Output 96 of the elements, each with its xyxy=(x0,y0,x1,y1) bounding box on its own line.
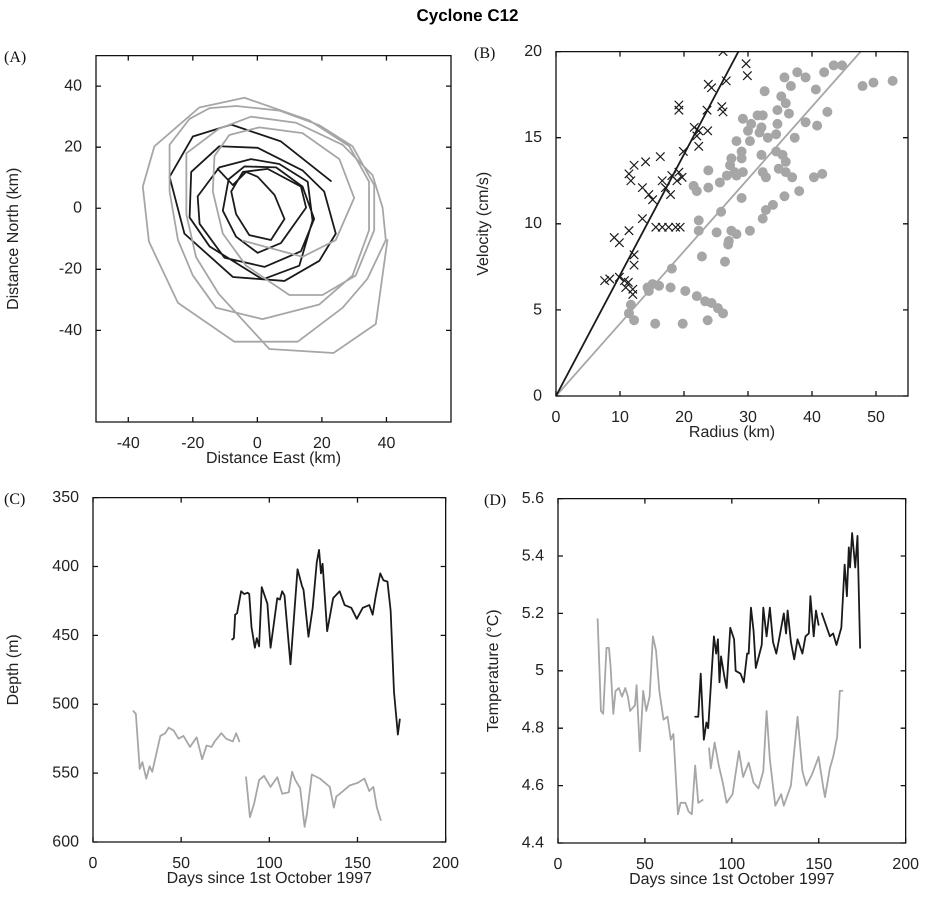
y-tick-label: 5.2 xyxy=(522,604,544,622)
y-tick-label: -20 xyxy=(58,260,82,278)
y-tick-label: 0 xyxy=(73,200,82,217)
point xyxy=(623,278,634,288)
point xyxy=(638,182,648,192)
x-tick-label: 20 xyxy=(313,435,331,452)
x-axis-title: Days since 1st October 1997 xyxy=(629,870,835,888)
point xyxy=(706,82,716,93)
y-axis-title: Distance North (km) xyxy=(5,168,22,310)
y-tick-label: 20 xyxy=(524,43,542,60)
x-axis-title: Radius (km) xyxy=(688,424,776,441)
point xyxy=(660,182,670,192)
point xyxy=(742,70,752,81)
y-axis-title: Temperature (°C) xyxy=(485,609,502,732)
x-tick-label: -40 xyxy=(116,435,140,452)
point xyxy=(600,276,610,286)
point xyxy=(614,272,624,282)
point xyxy=(624,226,634,236)
y-tick-label: 20 xyxy=(64,138,82,156)
point xyxy=(657,222,668,232)
point xyxy=(721,76,732,86)
point xyxy=(657,176,668,186)
point xyxy=(664,222,674,232)
x-tick-label: 0 xyxy=(554,856,563,874)
x-tick-label: 50 xyxy=(172,855,190,872)
chart-title: Cyclone C12 xyxy=(415,6,520,26)
point xyxy=(604,274,615,284)
point xyxy=(609,232,620,242)
x-tick-label: 150 xyxy=(805,856,832,874)
y-axis-title: Depth (m) xyxy=(5,634,22,706)
point xyxy=(628,290,638,300)
x-tick-label: 50 xyxy=(636,856,654,874)
x-tick-label: 40 xyxy=(378,435,396,452)
x-tick-label: 40 xyxy=(803,409,821,426)
y-tick-label: 5.6 xyxy=(522,490,544,508)
y-tick-label: 15 xyxy=(524,129,542,146)
x-axis-title: Days since 1st October 1997 xyxy=(166,870,372,887)
point xyxy=(666,190,676,200)
y-tick-label: 4.8 xyxy=(522,720,544,737)
x-tick-label: 0 xyxy=(552,409,561,426)
point xyxy=(655,152,666,162)
point xyxy=(674,105,684,115)
x-axis-title: Distance East (km) xyxy=(206,450,342,467)
x-tick-label: 20 xyxy=(675,409,693,426)
x-tick-label: 0 xyxy=(252,435,262,452)
x-tick-label: 200 xyxy=(432,855,460,872)
text: (A) xyxy=(4,48,26,66)
point xyxy=(629,160,639,170)
y-tick-label: 4.6 xyxy=(522,777,544,794)
x-tick-label: -20 xyxy=(181,435,204,452)
text: (D) xyxy=(484,492,506,509)
point xyxy=(667,170,677,180)
y-tick-label: 40 xyxy=(64,78,82,95)
y-tick-label: 5.4 xyxy=(522,547,544,564)
point xyxy=(702,105,712,115)
x-tick-label: 150 xyxy=(344,855,371,872)
y-tick-label: 500 xyxy=(52,696,80,713)
point xyxy=(718,107,728,117)
y-tick-label: -40 xyxy=(58,322,82,339)
x-tick-label: 200 xyxy=(892,856,920,874)
y-tick-label: 4.4 xyxy=(522,834,544,852)
y-tick-label: 450 xyxy=(52,626,80,644)
point xyxy=(741,58,751,68)
y-tick-label: 600 xyxy=(52,833,80,850)
text: (C) xyxy=(4,490,26,508)
point xyxy=(678,146,688,156)
point xyxy=(638,214,648,224)
point xyxy=(640,156,650,167)
point xyxy=(675,222,686,232)
point xyxy=(694,126,704,136)
y-tick-label: 350 xyxy=(52,489,80,506)
x-tick-label: 50 xyxy=(867,409,885,426)
y-tick-label: 5 xyxy=(533,301,542,318)
x-tick-label: 100 xyxy=(256,855,283,872)
point xyxy=(614,238,624,248)
text: (B) xyxy=(474,44,496,62)
point xyxy=(670,222,681,232)
y-tick-label: 5 xyxy=(535,662,544,680)
x-tick-label: 0 xyxy=(88,855,98,872)
x-tick-label: 100 xyxy=(718,856,746,874)
y-tick-label: 400 xyxy=(52,558,80,575)
point xyxy=(716,102,727,112)
y-axis-title: Velocity (cm/s) xyxy=(475,172,492,276)
point xyxy=(648,194,658,205)
x-tick-label: 30 xyxy=(739,409,757,426)
point xyxy=(628,284,638,294)
point xyxy=(674,100,684,110)
y-tick-label: 10 xyxy=(524,215,542,232)
y-tick-label: 0 xyxy=(533,387,542,404)
point xyxy=(677,172,687,182)
point xyxy=(651,222,661,232)
point xyxy=(702,126,713,136)
point xyxy=(703,79,714,90)
y-tick-label: 550 xyxy=(52,764,80,782)
point xyxy=(644,190,654,200)
x-tick-label: 10 xyxy=(611,409,629,426)
